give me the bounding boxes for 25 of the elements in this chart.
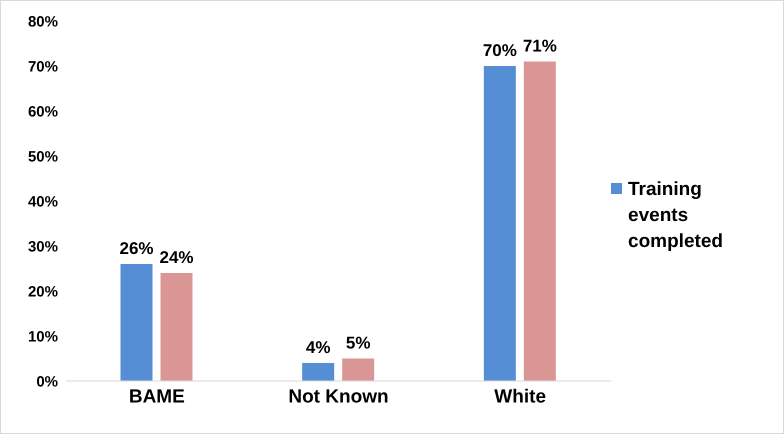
bar [342,358,374,381]
y-tick-label: 50% [28,148,58,166]
data-label: 70% [482,41,517,60]
bar [484,66,516,381]
bar [160,273,192,381]
y-tick-label: 20% [28,283,58,300]
data-label: 71% [522,36,557,56]
y-tick-label: 70% [28,58,58,76]
y-tick-label: 60% [28,103,58,120]
y-tick-label: 0% [36,373,58,390]
x-tick-label: Not Known [288,386,389,408]
data-label: 26% [119,239,154,258]
y-tick-label: 30% [28,238,58,256]
y-tick-label: 80% [28,13,58,30]
data-label: 4% [306,338,330,357]
bar [302,363,334,381]
y-tick-label: 40% [28,193,58,210]
data-label: 24% [159,248,194,267]
data-label: 5% [346,334,370,352]
x-tick-label: BAME [128,386,185,408]
x-tick-label: White [494,386,546,408]
y-tick-label: 10% [28,328,58,346]
legend-label: Training events completed [628,178,724,254]
bar [524,62,556,381]
bar [120,264,152,381]
